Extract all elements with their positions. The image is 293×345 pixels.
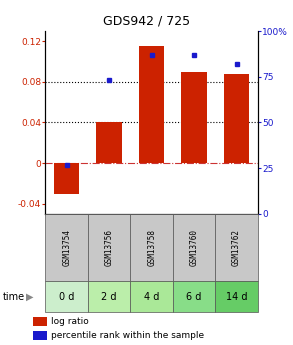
Bar — [96, 122, 122, 163]
Text: GDS942 / 725: GDS942 / 725 — [103, 14, 190, 27]
Bar — [130, 214, 173, 281]
Text: 14 d: 14 d — [226, 292, 247, 302]
Bar — [224, 74, 249, 163]
Bar — [33, 317, 47, 326]
Bar — [88, 214, 130, 281]
Text: GSM13762: GSM13762 — [232, 229, 241, 266]
Text: ▶: ▶ — [26, 292, 33, 302]
Text: GSM13754: GSM13754 — [62, 229, 71, 266]
Bar — [173, 214, 215, 281]
Bar — [33, 331, 47, 340]
Text: 2 d: 2 d — [101, 292, 117, 302]
Text: 4 d: 4 d — [144, 292, 159, 302]
Text: GSM13760: GSM13760 — [190, 229, 199, 266]
Bar — [181, 72, 207, 163]
Bar — [130, 281, 173, 312]
Text: time: time — [3, 292, 25, 302]
Bar — [45, 214, 88, 281]
Bar — [215, 281, 258, 312]
Bar — [173, 281, 215, 312]
Bar — [54, 163, 79, 194]
Bar — [215, 214, 258, 281]
Text: GSM13758: GSM13758 — [147, 229, 156, 266]
Text: percentile rank within the sample: percentile rank within the sample — [51, 331, 204, 340]
Text: log ratio: log ratio — [51, 317, 89, 326]
Text: 6 d: 6 d — [186, 292, 202, 302]
Bar — [45, 281, 88, 312]
Text: GSM13756: GSM13756 — [105, 229, 114, 266]
Text: 0 d: 0 d — [59, 292, 74, 302]
Bar — [88, 281, 130, 312]
Bar — [139, 46, 164, 163]
